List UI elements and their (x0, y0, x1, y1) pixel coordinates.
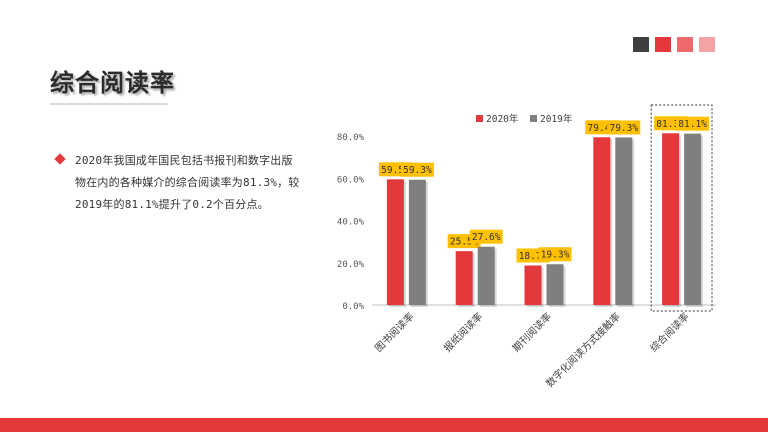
decorative-squares (633, 37, 715, 52)
category-label: 数字化阅读方式接触率 (543, 310, 623, 390)
data-label-box (400, 162, 434, 177)
title-block: 综合阅读率 (50, 66, 175, 105)
bottom-accent-bar (0, 418, 768, 432)
legend-swatch (476, 115, 483, 122)
bar-2020 (593, 137, 611, 305)
data-label-box (538, 247, 572, 262)
legend-label: 2020年 (486, 113, 519, 125)
bar-2020 (455, 251, 473, 305)
data-label: 25.5% (450, 237, 479, 248)
y-tick-label: 20.0% (337, 260, 365, 270)
category-label: 图书阅读率 (372, 310, 417, 355)
bullet-paragraph: 2020年我国成年国民包括书报刊和数字出版物在内的各种媒介的综合阅读率为81.3… (54, 150, 302, 216)
data-label: 79.3% (609, 123, 638, 134)
category-label: 报纸阅读率 (441, 310, 486, 355)
bar-chart: 0.0% 20.0% 40.0% 60.0% 80.0% 59.5%59.3% 图书阅读率 2… (337, 104, 716, 390)
data-label: 81.1% (678, 119, 707, 130)
data-label-box (607, 120, 641, 135)
deco-square-mid-red (677, 37, 693, 52)
data-label: 27.6% (472, 232, 501, 243)
data-label: 19.3% (541, 250, 570, 261)
highlight-dashed-box (650, 104, 713, 312)
legend-label: 2019年 (540, 113, 573, 125)
category-label: 期刊阅读率 (510, 310, 555, 355)
data-label: 79.4% (587, 123, 616, 134)
deco-square-light-red (699, 37, 715, 52)
data-label: 18.7% (519, 251, 548, 262)
bar-2019 (408, 179, 426, 305)
bar-2019 (546, 264, 564, 305)
data-label: 59.3% (403, 165, 432, 176)
bar-2020 (386, 179, 404, 305)
data-label: 59.5% (381, 165, 410, 176)
bullet-text: 2020年我国成年国民包括书报刊和数字出版物在内的各种媒介的综合阅读率为81.3… (75, 154, 300, 211)
data-label-box (676, 116, 710, 131)
bar-2020 (662, 133, 680, 305)
y-tick-label: 60.0% (337, 175, 365, 185)
bar-2019 (615, 137, 633, 305)
data-label-box (469, 229, 503, 244)
diamond-bullet-icon (54, 153, 66, 165)
category-label: 综合阅读率 (647, 310, 692, 355)
deco-square-red (655, 37, 671, 52)
y-tick-label: 0.0% (342, 302, 364, 312)
deco-square-dark (633, 37, 649, 52)
bar-2019 (477, 246, 495, 305)
y-tick-label: 40.0% (337, 218, 365, 228)
bar-2019 (684, 133, 702, 305)
title-underline (50, 103, 168, 105)
page-title: 综合阅读率 (50, 69, 175, 97)
data-label: 81.3% (656, 119, 685, 130)
legend-swatch (530, 115, 537, 122)
bar-2020 (524, 265, 542, 305)
y-tick-label: 80.0% (337, 133, 365, 143)
